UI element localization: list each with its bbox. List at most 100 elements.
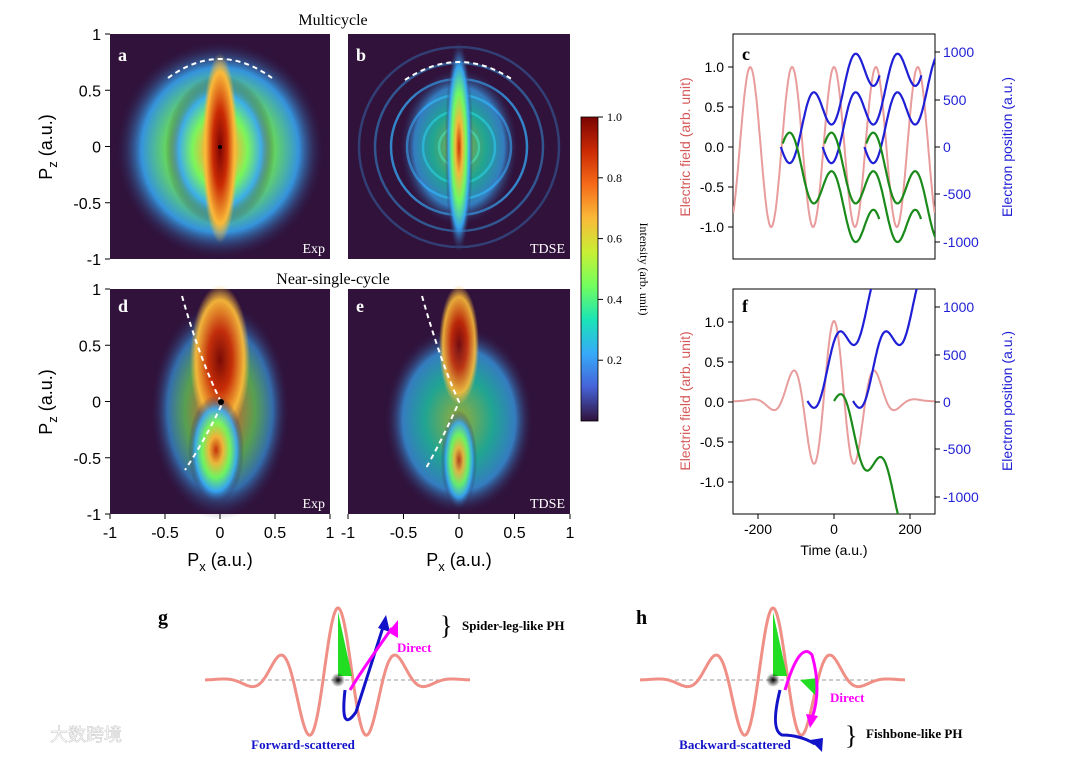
positive-trajectory — [806, 289, 873, 409]
pz-axis-label-bottom: Pz (a.u.) — [36, 369, 60, 435]
panel-b-tag: TDSE — [530, 242, 565, 257]
schematic-h-atom — [766, 673, 780, 687]
svg-text:Pz (a.u.): Pz (a.u.) — [36, 114, 60, 180]
position-tick-label: 1000 — [943, 299, 974, 315]
schematic-h-bottom-label: Backward-scattered — [679, 737, 791, 752]
schematic-g-bottom-label: Forward-scattered — [251, 737, 355, 752]
px-tick-label: 1 — [566, 525, 575, 542]
position-tick-label: 500 — [943, 347, 967, 363]
panel-a-letter: a — [118, 45, 127, 65]
px-tick-label: 0 — [216, 525, 225, 542]
panel-a: a Exp — [110, 34, 330, 260]
field-tick-label: -0.5 — [700, 434, 724, 450]
schematic-g: g Direct } Spider-leg-like PH Forward-sc… — [158, 606, 564, 752]
panel-c-left-label: Electric field (arb. unit) — [677, 77, 693, 216]
panel-d-lower-lobe — [188, 395, 244, 505]
schematic-g-scattered-arrow — [378, 615, 390, 632]
colorbar-tick-label: 0.6 — [607, 232, 622, 246]
pz-tick-label: 0.5 — [79, 83, 101, 100]
time-tick-label: -200 — [744, 521, 772, 537]
panel-d-upper-lobe — [190, 285, 250, 435]
schematic-h-patch-right — [800, 678, 818, 698]
panel-h-letter: h — [636, 607, 647, 629]
negative-trajectory — [865, 131, 935, 240]
panel-e-dashed-curve — [421, 295, 461, 471]
field-tick-label: 0.5 — [705, 99, 725, 115]
panel-e-letter: e — [356, 296, 364, 316]
position-tick-label: 0 — [943, 139, 951, 155]
position-tick-label: -500 — [943, 441, 971, 457]
px-tick-label: -0.5 — [390, 525, 418, 542]
field-tick-label: 0.5 — [705, 354, 725, 370]
panel-b-dashed-arc — [404, 61, 514, 81]
px-axis-label-right: Px (a.u.) — [426, 550, 492, 574]
position-tick-label: 500 — [943, 92, 967, 108]
schematic-g-top-label: Spider-leg-like PH — [462, 618, 564, 633]
schematic-h-wave — [639, 606, 905, 737]
schematic-h-direct-arrow — [806, 714, 818, 728]
watermark-text: 大数跨境 — [50, 725, 122, 745]
schematic-g-patch — [338, 612, 352, 676]
pz-tick-label: 1 — [92, 282, 101, 299]
position-tick-label: -500 — [943, 186, 971, 202]
time-axis-label: Time (a.u.) — [800, 542, 867, 558]
panel-e-lower-lobe — [441, 410, 477, 510]
px-tick-label: 1 — [326, 525, 335, 542]
title-multicycle: Multicycle — [298, 12, 367, 29]
panel-f-letter: f — [742, 296, 749, 316]
panel-d-dashed-curve — [181, 295, 224, 471]
panel-f: f 1.0 0.5 0.0 -0.5 -1.0 1000 500 0 -500 -1000 -200… — [677, 288, 1015, 558]
panel-g-letter: g — [158, 607, 168, 629]
px-tick-label: 0.5 — [503, 525, 525, 542]
field-curve — [733, 65, 935, 229]
field-tick-label: 1.0 — [705, 314, 725, 330]
position-tick-label: 0 — [943, 394, 951, 410]
schematic-g-direct-arrow — [388, 620, 398, 638]
panel-d-letter: d — [118, 296, 128, 316]
pz-tick-label: -1 — [87, 252, 101, 269]
schematic-g-direct-label: Direct — [397, 640, 432, 655]
pz-tick-label: 0 — [92, 140, 101, 157]
schematic-h: h Direct } Fishbone-like PH Backward-sca… — [636, 606, 962, 752]
pz-tick-label: 1 — [92, 27, 101, 44]
field-tick-label: -1.0 — [700, 474, 724, 490]
panel-b-center-stripe — [445, 39, 473, 255]
colorbar-ticks: 1.0 0.8 0.6 0.4 0.2 — [598, 110, 622, 367]
field-tick-label: 1.0 — [705, 59, 725, 75]
px-tick-label: 0 — [455, 525, 464, 542]
pz-tick-label: -0.5 — [73, 451, 101, 468]
position-tick-label: -1000 — [943, 489, 979, 505]
panel-e-upper-lobe — [439, 285, 479, 405]
schematic-h-direct-path — [783, 650, 819, 719]
title-near-single-cycle: Near-single-cycle — [276, 271, 389, 288]
pz-tick-label: -0.5 — [73, 196, 101, 213]
schematic-g-brace: } — [440, 611, 452, 640]
schematic-h-scattered-arrow — [810, 738, 823, 752]
pz-tick-label: 0.5 — [79, 338, 101, 355]
position-tick-label: -1000 — [943, 234, 979, 250]
negative-trajectory — [833, 393, 899, 514]
panel-e: e TDSE — [348, 285, 570, 515]
px-tick-label: -0.5 — [151, 525, 179, 542]
field-tick-label: 0.0 — [705, 394, 725, 410]
position-tick-label: 1000 — [943, 44, 974, 60]
colorbar-tick-label: 1.0 — [607, 110, 622, 124]
positive-trajectory — [852, 289, 918, 409]
panel-b-letter: b — [356, 45, 366, 65]
panel-a-dashed-arc — [167, 58, 273, 79]
panel-e-tag: TDSE — [530, 497, 565, 512]
field-tick-label: -1.0 — [700, 219, 724, 235]
heatmap-axes: 10.50-0.5-110.50-0.5-1-1 -0.5 0 0.5 1 -1 -0.5 0… — [73, 27, 574, 542]
panel-f-left-label: Electric field (arb. unit) — [677, 331, 693, 470]
colorbar-tick-label: 0.8 — [607, 171, 622, 185]
colorbar-gradient — [580, 116, 599, 422]
pz-tick-label: 0 — [92, 395, 101, 412]
schematic-h-direct-label: Direct — [830, 690, 865, 705]
schematic-h-brace: } — [845, 721, 857, 750]
field-curve — [733, 320, 935, 465]
schematic-g-wave — [204, 606, 470, 737]
pz-tick-label: -1 — [87, 507, 101, 524]
schematic-g-atom — [331, 673, 345, 687]
colorbar-label: Intensity (arb. unit) — [637, 223, 651, 316]
